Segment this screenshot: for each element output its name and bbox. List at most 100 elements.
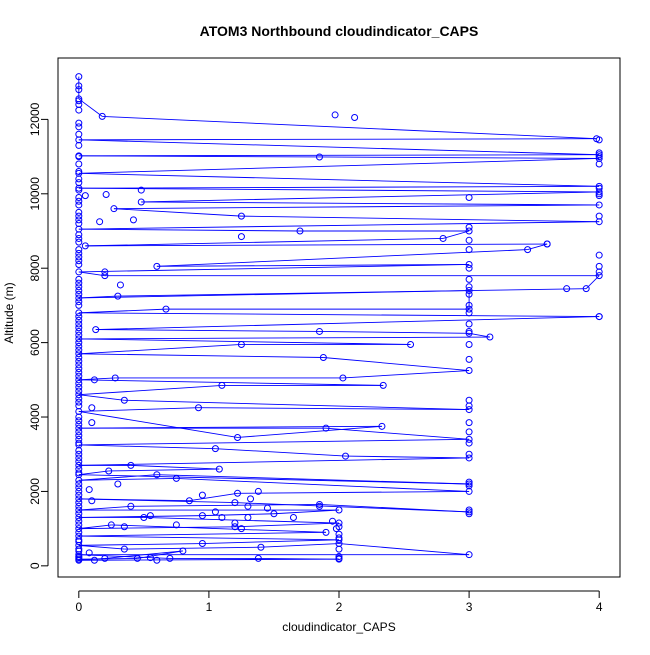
- data-point: [153, 471, 161, 479]
- series-line-segment: [78, 531, 326, 537]
- data-point: [101, 268, 109, 276]
- data-point: [465, 301, 473, 309]
- data-point: [75, 554, 83, 562]
- data-point: [595, 192, 603, 200]
- data-point: [75, 480, 83, 488]
- data-point: [563, 285, 571, 293]
- series-line-segment: [319, 331, 470, 334]
- data-point: [75, 238, 83, 246]
- data-point: [85, 549, 93, 557]
- data-point: [465, 480, 473, 488]
- data-point: [75, 469, 83, 477]
- series-line-segment: [78, 410, 238, 438]
- data-point: [465, 223, 473, 231]
- series-line-segment: [78, 139, 600, 156]
- data-point: [595, 153, 603, 161]
- data-point: [75, 186, 83, 194]
- data-point: [75, 454, 83, 462]
- data-point: [465, 478, 473, 486]
- data-point: [465, 355, 473, 363]
- data-point: [75, 506, 83, 514]
- data-point: [75, 141, 83, 149]
- data-point: [75, 316, 83, 324]
- data-point: [75, 167, 83, 175]
- data-point: [465, 402, 473, 410]
- series-line-segment: [78, 524, 112, 530]
- data-point: [237, 525, 245, 533]
- data-point: [296, 227, 304, 235]
- series-line-segment: [137, 550, 183, 559]
- data-point: [110, 205, 118, 213]
- data-point: [75, 435, 83, 443]
- series-line-segment: [85, 243, 548, 247]
- data-point: [116, 281, 124, 289]
- data-point: [486, 333, 494, 341]
- x-tick-label: 3: [466, 600, 473, 614]
- data-point: [90, 376, 98, 384]
- data-point: [75, 73, 83, 81]
- data-point: [595, 151, 603, 159]
- data-point: [75, 201, 83, 209]
- series-line-segment: [189, 492, 238, 502]
- data-point: [120, 396, 128, 404]
- data-point: [75, 320, 83, 328]
- data-point: [75, 365, 83, 373]
- series-line-segment: [78, 407, 199, 412]
- data-point: [595, 212, 603, 220]
- data-point: [107, 521, 115, 529]
- data-point: [237, 340, 245, 348]
- series-line-segment: [78, 344, 242, 355]
- data-point: [75, 394, 83, 402]
- series-line-segment: [202, 513, 274, 517]
- series-line-segment: [78, 505, 131, 511]
- data-point: [75, 123, 83, 131]
- data-point: [335, 534, 343, 542]
- data-point: [234, 433, 242, 441]
- series-line-segment: [338, 543, 470, 556]
- series-line-segment: [273, 509, 340, 515]
- data-point: [101, 272, 109, 280]
- data-point: [75, 439, 83, 447]
- data-point: [75, 528, 83, 536]
- data-point: [465, 236, 473, 244]
- series-line-segment: [113, 204, 600, 210]
- data-point: [172, 474, 180, 482]
- data-point: [137, 186, 145, 194]
- series-line-segment: [78, 308, 166, 314]
- series-line-segment: [130, 464, 220, 470]
- data-point: [75, 231, 83, 239]
- data-point: [335, 545, 343, 553]
- data-point: [465, 283, 473, 291]
- series-line-segment: [102, 115, 597, 140]
- series-line-segment: [78, 154, 600, 157]
- data-point: [75, 357, 83, 365]
- data-point: [127, 461, 135, 469]
- data-point: [195, 404, 202, 412]
- data-point: [75, 346, 83, 354]
- data-point: [75, 428, 83, 436]
- data-point: [75, 234, 83, 242]
- series-line-segment: [319, 156, 600, 159]
- data-point: [465, 506, 473, 514]
- data-point: [465, 305, 473, 313]
- data-point: [595, 149, 603, 157]
- data-point: [75, 383, 83, 391]
- series-line-segment: [78, 457, 470, 466]
- data-point: [75, 461, 83, 469]
- data-point: [75, 517, 83, 525]
- data-point: [254, 487, 262, 495]
- data-point: [75, 372, 83, 380]
- data-point: [75, 179, 83, 187]
- data-point: [75, 153, 83, 161]
- data-point: [166, 554, 174, 562]
- data-point: [81, 192, 89, 200]
- series-line-segment: [156, 474, 470, 485]
- series-line-segment: [342, 370, 470, 379]
- series-line-segment: [323, 357, 470, 371]
- data-point: [75, 499, 83, 507]
- series-line-segment: [78, 336, 490, 340]
- data-point: [198, 540, 206, 548]
- series-line-segment: [78, 187, 600, 193]
- data-point: [335, 530, 343, 538]
- data-point: [465, 450, 473, 458]
